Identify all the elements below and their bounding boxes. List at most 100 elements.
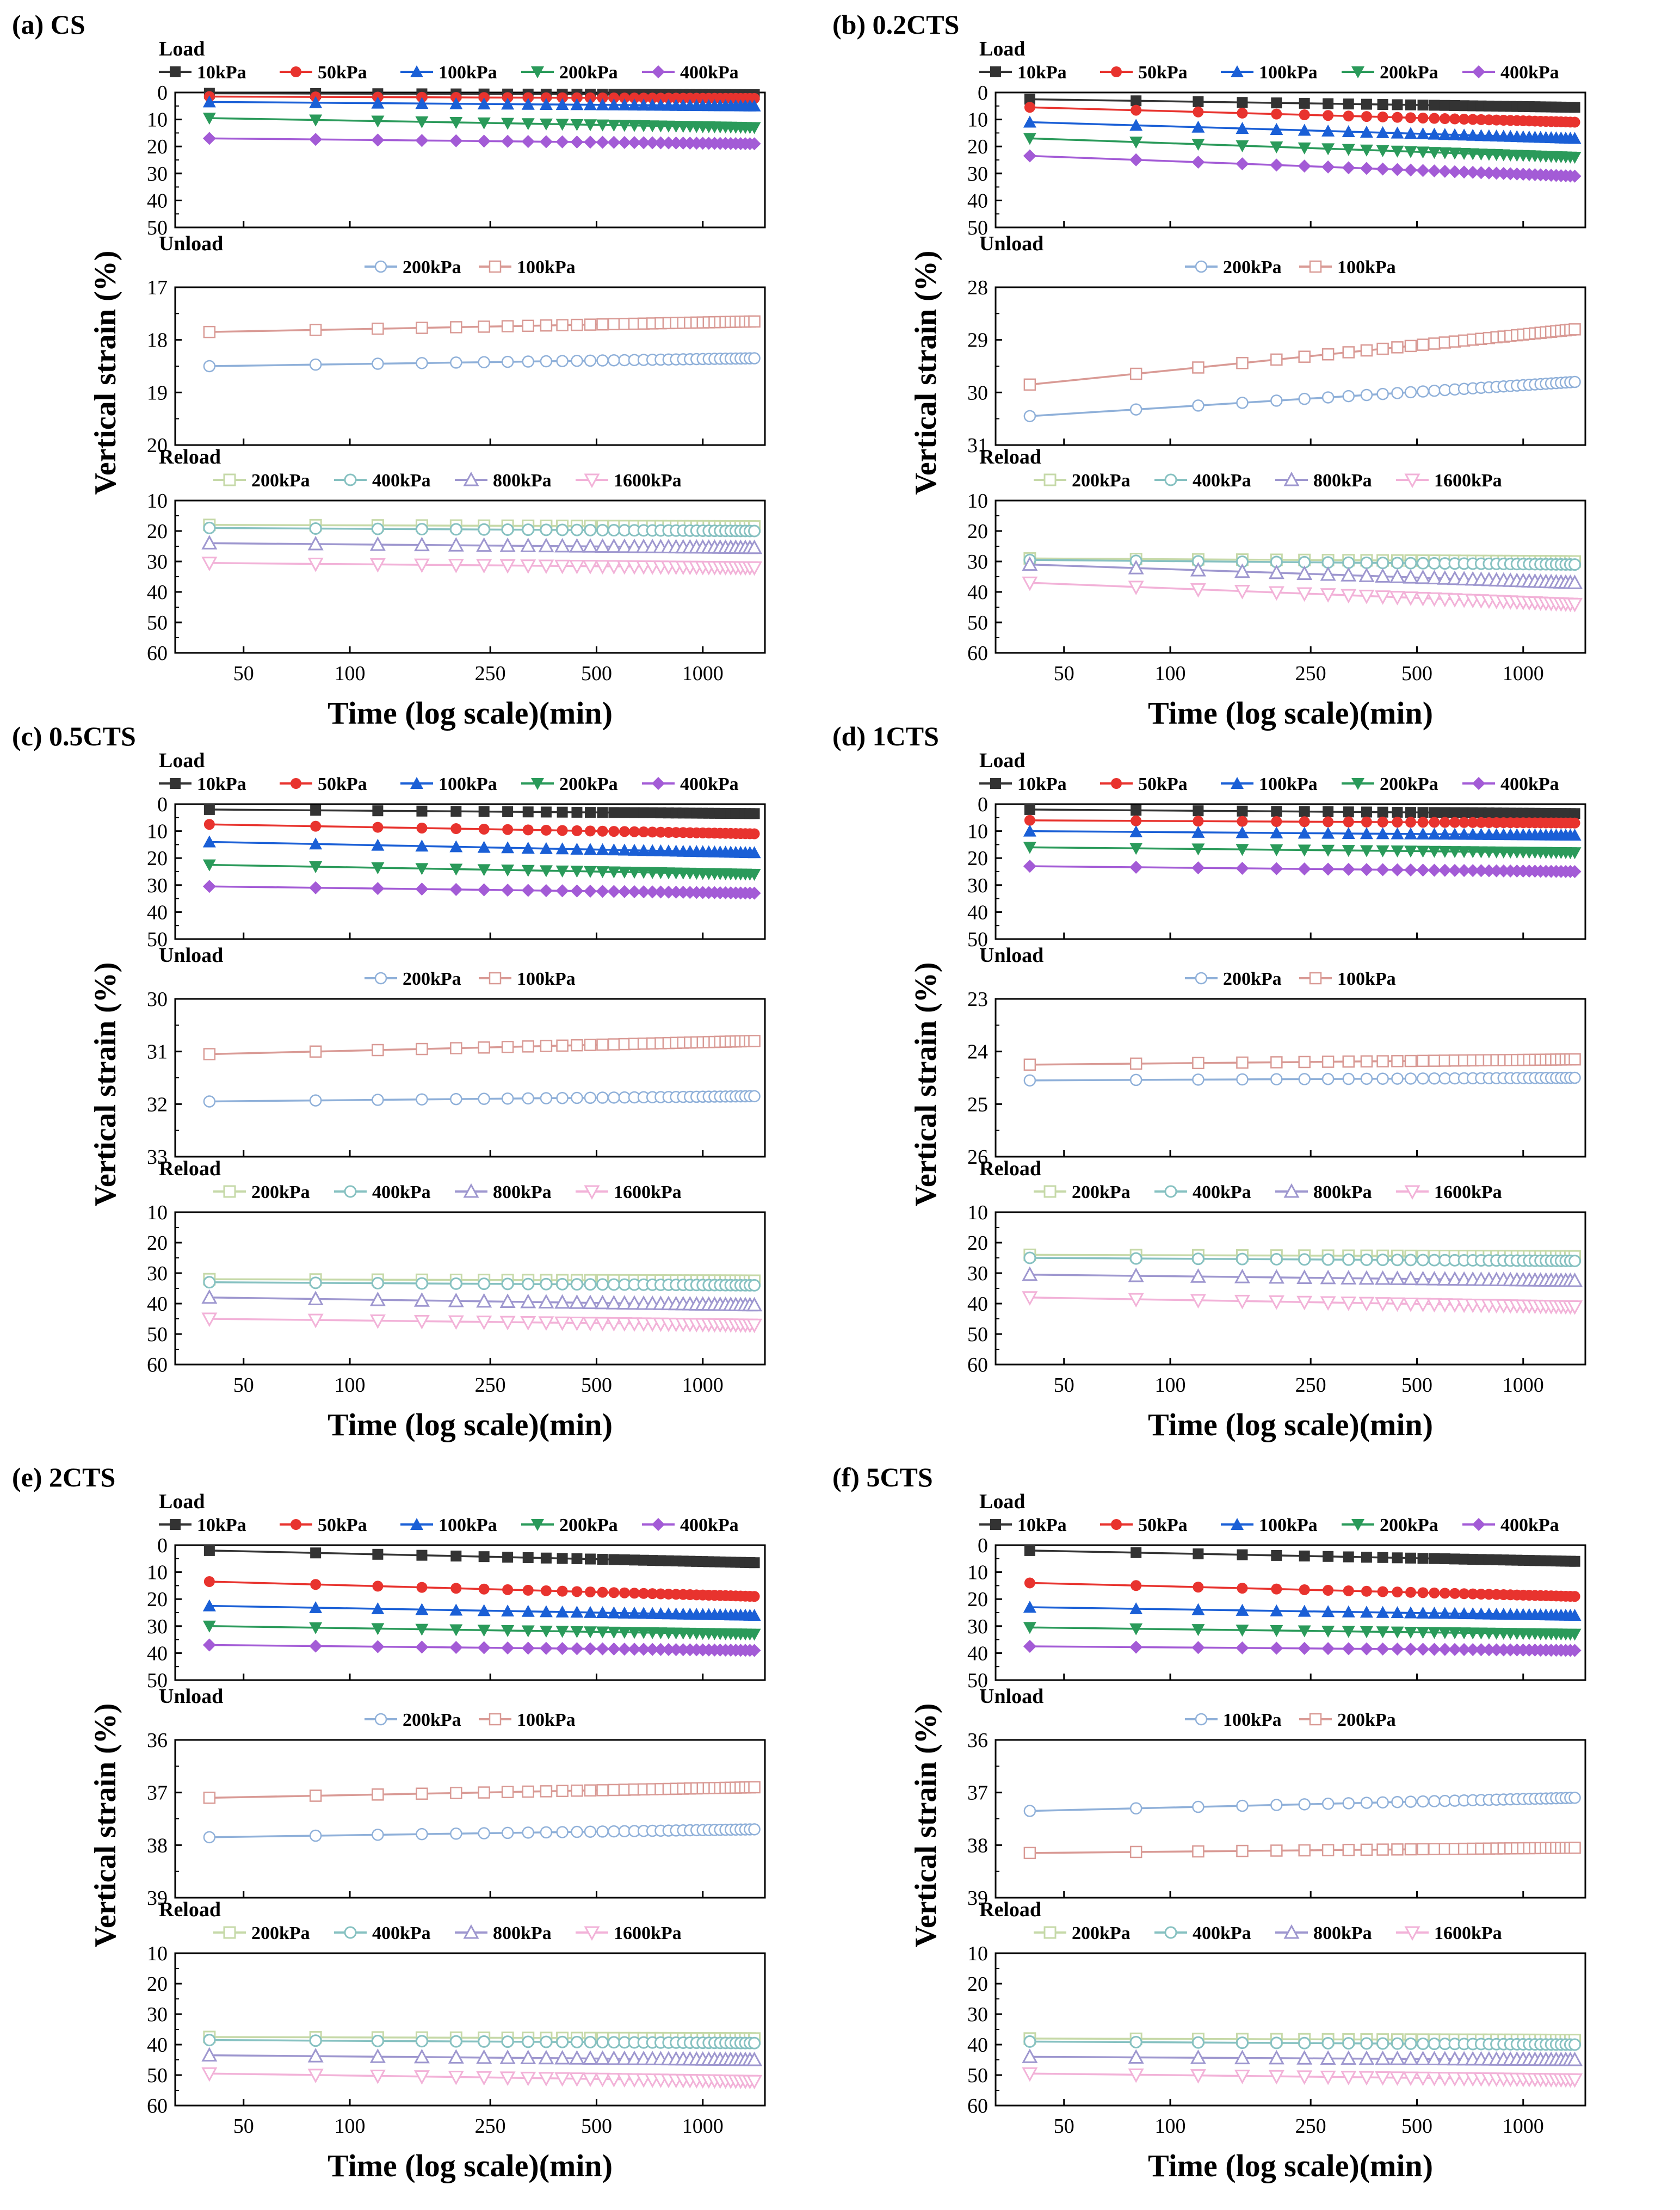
data-point	[1190, 561, 1206, 577]
data-point	[1392, 99, 1403, 110]
data-point	[1391, 1055, 1404, 1067]
data-point	[617, 1606, 631, 1619]
data-point	[584, 1825, 597, 1838]
series-50kpa	[203, 1576, 760, 1602]
data-point	[584, 1091, 597, 1104]
data-point	[1448, 863, 1462, 877]
data-point	[637, 844, 651, 856]
data-point	[415, 1623, 429, 1636]
legend-marker	[374, 1713, 387, 1726]
x-tick-label: 500	[1401, 2115, 1432, 2138]
data-point	[307, 557, 324, 572]
y-tick-label: 30	[147, 1615, 168, 1638]
data-point	[619, 1554, 630, 1565]
data-point	[371, 522, 384, 535]
data-point	[1428, 1254, 1441, 1267]
legend-entry-10kpa: 10kPa	[197, 774, 246, 794]
data-point	[1191, 1624, 1205, 1637]
data-point	[1391, 557, 1404, 570]
data-point	[1404, 1054, 1417, 1067]
data-point	[1474, 1643, 1488, 1657]
legend-marker	[1164, 1185, 1177, 1198]
data-point	[646, 885, 659, 899]
data-point	[449, 882, 463, 896]
data-point	[676, 136, 690, 150]
data-point	[646, 1643, 659, 1656]
data-point	[1429, 100, 1440, 111]
legend-marker	[291, 1519, 301, 1530]
data-point	[450, 1787, 462, 1799]
y-tick-label: 60	[967, 642, 988, 665]
subplot-unload: Unload 100kPa 200kPa 36 37 38 39	[967, 1685, 1586, 1910]
data-point	[654, 136, 668, 150]
data-point	[476, 1316, 492, 1330]
data-point	[606, 538, 622, 553]
data-point	[1024, 1545, 1035, 1556]
data-point	[1569, 102, 1580, 113]
data-point	[501, 1041, 514, 1053]
data-point	[203, 819, 215, 830]
data-point	[1568, 1608, 1582, 1621]
data-point	[502, 92, 514, 103]
data-point	[570, 135, 584, 149]
data-point	[1270, 141, 1283, 154]
y-tick-label: 25	[967, 1093, 988, 1116]
data-point	[201, 2067, 218, 2082]
data-point	[478, 1827, 490, 1839]
data-point	[476, 537, 492, 552]
data-point	[1023, 1601, 1036, 1613]
data-point	[746, 539, 763, 554]
legend-entry-100kpa: 100kPa	[517, 1710, 576, 1730]
series-1600kpa	[201, 557, 763, 576]
data-point	[607, 135, 621, 149]
data-point	[1391, 1606, 1404, 1619]
data-point	[501, 2035, 514, 2048]
data-point	[1270, 826, 1283, 838]
data-point	[307, 1313, 324, 1329]
data-point	[1236, 1073, 1249, 1086]
legend-marker	[344, 1926, 357, 1939]
legend-marker	[652, 65, 665, 78]
legend-entry-200kpa: 200kPa	[559, 1515, 618, 1535]
y-tick-label: 31	[967, 434, 988, 457]
data-point	[554, 2072, 571, 2087]
data-point	[1404, 1843, 1417, 1856]
data-point	[1022, 1266, 1038, 1281]
data-point	[584, 2036, 597, 2049]
data-point	[1361, 1552, 1372, 1563]
data-point	[1416, 1606, 1430, 1619]
y-tick-label: 50	[147, 612, 168, 634]
data-point	[1270, 2036, 1283, 2050]
data-point	[1342, 125, 1355, 137]
data-point	[748, 1628, 761, 1641]
data-point	[1376, 1642, 1389, 1656]
y-tick-label: 50	[967, 612, 988, 634]
data-point	[571, 92, 583, 103]
data-point	[1426, 1270, 1442, 1286]
data-point	[570, 866, 584, 878]
data-point	[1321, 1798, 1335, 1810]
data-point	[1417, 1553, 1429, 1564]
data-point	[746, 1318, 763, 1334]
data-point	[1448, 1627, 1462, 1639]
data-point	[1323, 806, 1334, 817]
series-1600kpa	[201, 2067, 763, 2090]
data-point	[521, 1625, 535, 1638]
data-point	[1466, 128, 1480, 141]
data-point	[1361, 816, 1372, 828]
legend: 10kPa 50kPa 100kPa 200kPa 400kPa	[979, 774, 1559, 794]
data-point	[1376, 2037, 1389, 2050]
data-point	[556, 1277, 569, 1291]
data-point	[748, 1823, 761, 1836]
data-point	[1376, 126, 1389, 138]
data-point	[1377, 806, 1388, 818]
data-point	[415, 134, 429, 147]
data-point	[1270, 844, 1283, 856]
data-point	[1191, 156, 1205, 169]
plot-frame	[995, 286, 1586, 446]
data-point	[415, 2035, 428, 2048]
data-point	[1417, 1054, 1429, 1067]
data-point	[606, 2073, 622, 2088]
legend-marker	[1472, 777, 1485, 790]
